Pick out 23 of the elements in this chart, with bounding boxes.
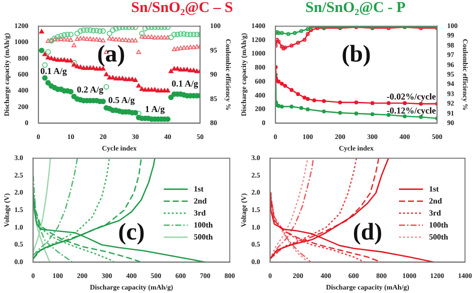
legend-label: 2nd [194,196,208,206]
legend-label: 3rd [429,208,442,218]
annotation: -0.02%/cycle [386,92,436,102]
legend-label: 500th [194,232,214,242]
legend-label: 500th [429,232,449,242]
annotation: 0.1 A/g [40,66,68,76]
legend-label: 2nd [429,196,442,206]
annotation: 1 A/g [144,104,166,114]
annotation: -0.12%/cycle [386,105,436,116]
chart-title: Sn/SnO₂@C - P [304,0,407,17]
annotation: (d) [352,219,382,246]
annotation: (a) [97,42,126,68]
legend-label: 100th [429,220,449,230]
legend-label: 100th [194,220,214,230]
annotation: 0.1 A/g [172,78,199,88]
legend-label: 1st [194,184,204,194]
annotation: 0.2 A/g [76,84,104,94]
chart-title: Sn/SnO₂@C – S [131,0,233,17]
annotation: 0.5 A/g [108,94,136,105]
annotation: (c) [118,219,145,246]
legend-label: 1st [429,184,440,194]
annotation: (b) [342,42,371,68]
legend-label: 3rd [194,208,206,218]
